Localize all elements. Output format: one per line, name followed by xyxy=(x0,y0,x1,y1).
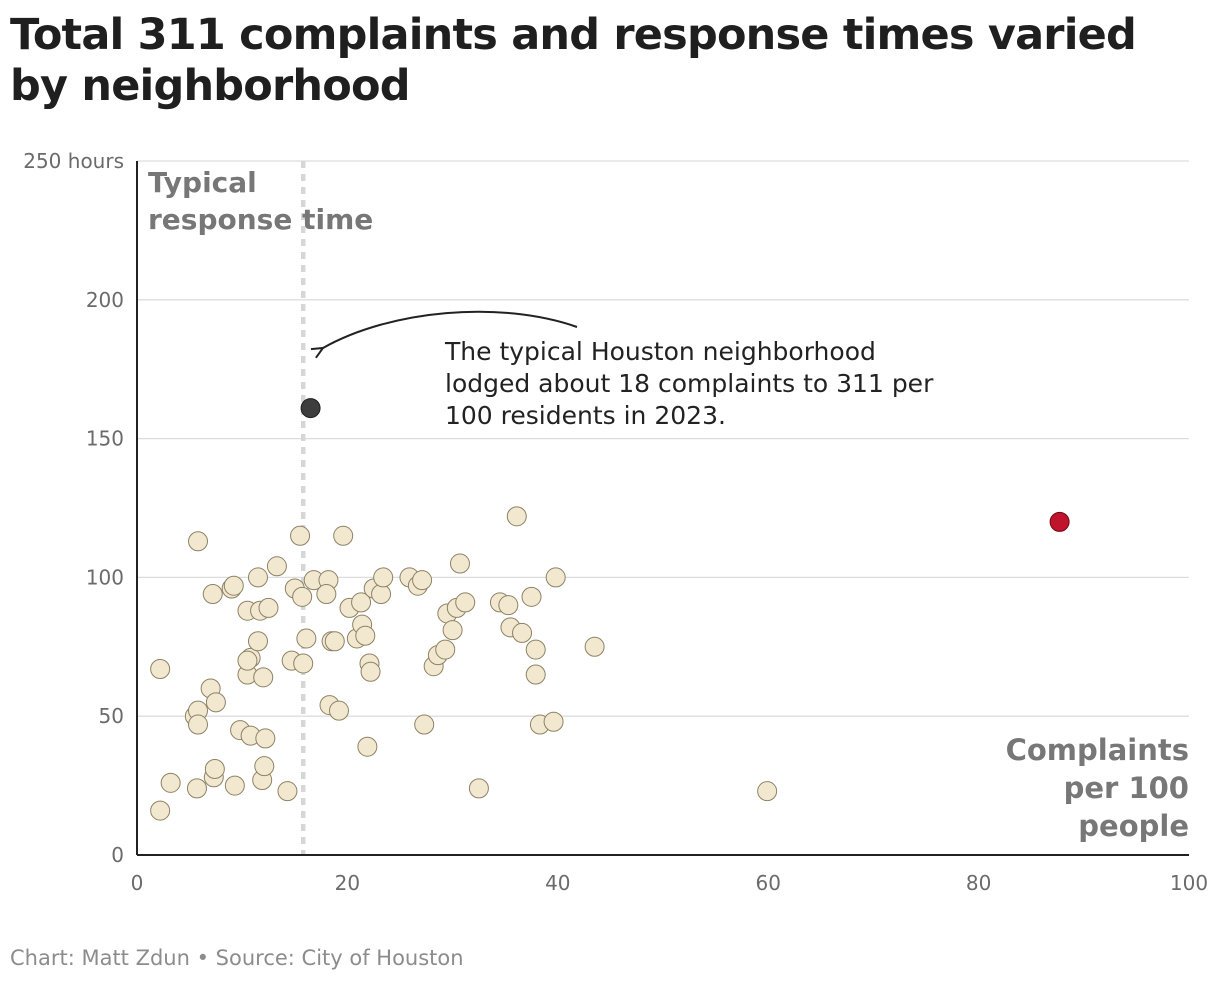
data-point xyxy=(373,567,394,588)
reference-line-label-line: response time xyxy=(148,203,373,236)
data-point xyxy=(435,639,456,660)
data-point xyxy=(442,620,463,641)
data-point xyxy=(205,692,226,713)
x-tick-label: 0 xyxy=(131,871,144,895)
y-tick-label: 150 xyxy=(86,427,124,451)
data-point xyxy=(512,622,533,643)
reference-line-label: Typical response time xyxy=(148,166,373,236)
data-point xyxy=(757,781,778,802)
data-points xyxy=(150,398,1070,821)
x-tick-label: 40 xyxy=(545,871,570,895)
data-point xyxy=(506,506,527,527)
data-point xyxy=(468,778,489,799)
data-point xyxy=(247,567,268,588)
data-point xyxy=(525,639,546,660)
data-point xyxy=(333,525,354,546)
data-point xyxy=(357,736,378,757)
data-point xyxy=(258,597,279,618)
data-point xyxy=(360,661,381,682)
x-tick-label: 80 xyxy=(966,871,991,895)
reference-line-label-line: Typical xyxy=(148,166,257,199)
annotation-text-line: lodged about 18 complaints to 311 per xyxy=(445,369,934,398)
data-point xyxy=(186,778,207,799)
data-point xyxy=(449,553,470,574)
data-point xyxy=(160,772,181,793)
data-point xyxy=(414,714,435,735)
highlighted-point xyxy=(1049,511,1070,532)
x-tick-label: 100 xyxy=(1170,871,1208,895)
median-point xyxy=(300,398,321,419)
chart-title: Total 311 complaints and response times … xyxy=(10,10,1137,111)
data-point xyxy=(293,653,314,674)
data-point xyxy=(277,781,298,802)
data-point xyxy=(296,628,317,649)
data-point xyxy=(204,758,225,779)
data-point xyxy=(525,664,546,685)
y-axis-ticks: 0 50 100 150 200 250 hours xyxy=(23,149,124,867)
data-point xyxy=(188,531,209,552)
y-tick-label: 100 xyxy=(86,565,124,589)
data-point xyxy=(223,575,244,596)
chart-credit: Chart: Matt Zdun • Source: City of Houst… xyxy=(10,946,464,970)
data-point xyxy=(324,631,345,652)
y-tick-label: 200 xyxy=(86,288,124,312)
annotation-group: The typical Houston neighborhood lodged a… xyxy=(323,310,934,430)
data-point xyxy=(521,586,542,607)
x-axis-label-line: per 100 xyxy=(1064,771,1189,805)
data-point xyxy=(202,584,223,605)
data-point xyxy=(266,556,287,577)
annotation-text-line: 100 residents in 2023. xyxy=(445,401,726,430)
data-point xyxy=(545,567,566,588)
annotation-text: The typical Houston neighborhood lodged a… xyxy=(444,337,934,430)
data-point xyxy=(355,625,376,646)
x-axis-ticks: 0 20 40 60 80 100 xyxy=(131,871,1208,895)
data-point xyxy=(351,592,372,613)
data-point xyxy=(150,659,171,680)
x-axis-label: Complaints per 100 people xyxy=(1006,733,1189,843)
data-point xyxy=(290,525,311,546)
reference-line-group: Typical response time xyxy=(148,161,373,855)
gridlines xyxy=(137,160,1189,717)
data-point xyxy=(247,631,268,652)
y-tick-label: 250 hours xyxy=(23,149,124,173)
data-point xyxy=(237,650,258,671)
data-point xyxy=(371,584,392,605)
data-point xyxy=(253,667,274,688)
data-point xyxy=(292,586,313,607)
x-tick-label: 60 xyxy=(755,871,780,895)
data-point xyxy=(255,728,276,749)
data-point xyxy=(498,595,519,616)
data-point xyxy=(328,700,349,721)
data-point xyxy=(316,584,337,605)
data-point xyxy=(188,714,209,735)
data-point xyxy=(150,800,171,821)
annotation-arrow xyxy=(323,310,578,348)
data-point xyxy=(584,636,605,657)
axes: Complaints per 100 people xyxy=(136,161,1189,856)
data-point xyxy=(254,756,275,777)
data-point xyxy=(412,570,433,591)
x-axis-label-line: Complaints xyxy=(1006,733,1189,767)
y-tick-label: 0 xyxy=(111,843,124,867)
x-tick-label: 20 xyxy=(335,871,360,895)
annotation-text-line: The typical Houston neighborhood xyxy=(444,337,876,366)
data-point xyxy=(455,592,476,613)
x-axis-label-line: people xyxy=(1078,809,1189,843)
data-point xyxy=(543,711,564,732)
y-tick-label: 50 xyxy=(99,704,124,728)
data-point xyxy=(224,775,245,796)
